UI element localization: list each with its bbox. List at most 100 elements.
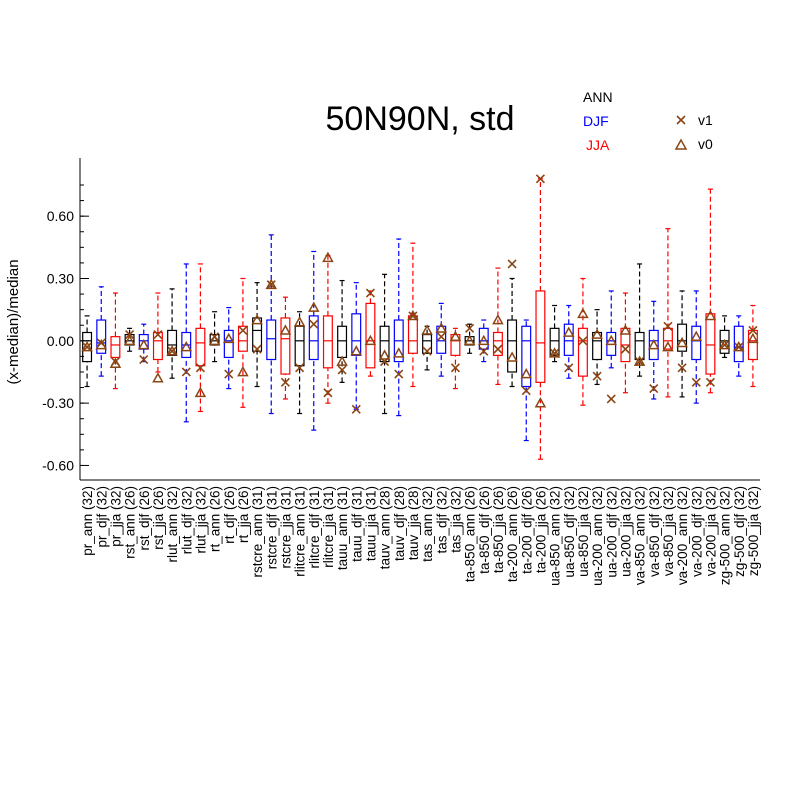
v0-marker [265,278,278,290]
v0-marker [506,351,518,362]
axes: -0.60 -0.30 0.00 0.30 0.60 [42,158,760,481]
v0-marker [81,341,93,352]
v1-marker-b [507,259,517,269]
v0-marker [605,334,618,346]
v1-marker [620,344,630,354]
chart-title: 50N90N, std [326,100,515,138]
v0-marker [747,332,759,344]
x-tick-label: tauv_djf (28) [392,486,407,561]
x-tick-label: ta-850_djf (26) [477,486,492,574]
v1-marker-b [295,363,305,373]
v1-marker [649,384,659,394]
v1-marker-b [280,377,290,387]
v1-marker [422,346,432,356]
v1-marker [606,394,616,404]
v0-marker [194,386,207,398]
v0-marker [208,334,221,346]
v1-marker [408,311,418,321]
box-iqr [237,325,248,352]
box-rlitcre-djf-31- [307,250,320,431]
v1-marker-b [592,371,602,381]
v1-marker-b [691,377,701,387]
box-iqr [648,329,659,361]
box-iqr [337,325,348,359]
legend-v1-label: v1 [698,112,713,128]
box-iqr [407,315,418,354]
legend-v0-marker [674,138,688,150]
box-rt-djf-26- [222,306,235,390]
v1-marker-b [620,344,630,354]
box-va-850-djf-32- [647,300,660,400]
v1-marker-b [564,363,574,373]
v1-marker-b [649,384,659,394]
x-tick-label: ua-850_djf (32) [562,486,577,578]
v1-marker [507,259,517,269]
x-tick-label: tas_ann (32) [420,486,435,562]
box-ua-200-djf-32- [605,290,618,404]
box-rst-jja-26- [152,292,164,383]
v1-marker-b [734,342,744,352]
box-rlitcre-jja-31- [322,251,334,404]
v1-marker [351,404,361,414]
v1-marker [691,377,701,387]
v1-marker-b [479,346,489,356]
v1-marker-b [422,346,432,356]
x-tick-label: va-200_ann (32) [675,486,690,585]
box-zg-500-jja-32- [747,304,759,388]
legend-v0-label: v0 [698,136,713,152]
v1-marker-b [535,174,545,184]
v1-marker [521,386,531,396]
v0-marker [463,334,476,346]
v1-marker [479,346,489,356]
box-iqr [252,317,263,352]
v1-marker-b [365,288,375,298]
box-ta-200-jja-26- [534,174,547,460]
v1-marker-b [167,346,177,356]
box-iqr [308,315,319,361]
box-ta-200-djf-26- [520,319,533,442]
x-tick-label: rstcre_djf (31) [264,486,279,569]
v1-marker-b [465,323,475,333]
x-tick-label: zg-500_djf (32) [732,486,747,577]
v0-marker [222,332,235,344]
box-ta-200-ann-26- [506,259,518,388]
box-va-200-ann-32- [676,290,688,398]
x-tick-label: tas_djf (32) [434,486,449,554]
plot-area [81,174,759,460]
v0-marker [279,324,292,335]
box-tauu-jja-31- [364,288,377,377]
v0-marker [520,368,533,379]
v1-marker-b [351,404,361,414]
x-tick-label: tauv_ann (28) [378,486,393,569]
v1-marker-b [309,319,319,329]
v1-marker [224,369,234,379]
box-iqr [195,327,206,367]
box-tas-ann-32- [421,324,433,371]
x-tick-label: va-200_djf (32) [689,486,704,577]
box-va-200-jja-32- [704,188,717,394]
v1-marker [550,348,560,358]
box-rt-ann-26- [208,311,221,363]
v1-marker [210,332,220,342]
legend-v1-marker [676,115,686,125]
box-ta-850-ann-26- [463,323,476,354]
v1-marker-b [663,321,673,331]
v0-marker [633,355,646,366]
box-iqr [549,327,560,356]
x-tick-label: ua-850_jja (32) [576,486,591,577]
v1-marker [280,377,290,387]
v0-marker [137,338,150,350]
x-tick-label: rlitcre_ann (31) [293,486,308,577]
box-iqr [110,336,121,359]
v1-marker-b [436,332,446,342]
v0-marker [619,324,632,335]
box-iqr [96,319,107,354]
v1-marker-b [139,354,149,365]
v0-marker [718,338,731,350]
v1-marker [153,330,163,340]
v0-marker [676,336,688,348]
y-tick-label: 0.30 [47,270,74,286]
v0-marker [322,251,334,263]
y-tick-label: -0.60 [42,457,74,473]
